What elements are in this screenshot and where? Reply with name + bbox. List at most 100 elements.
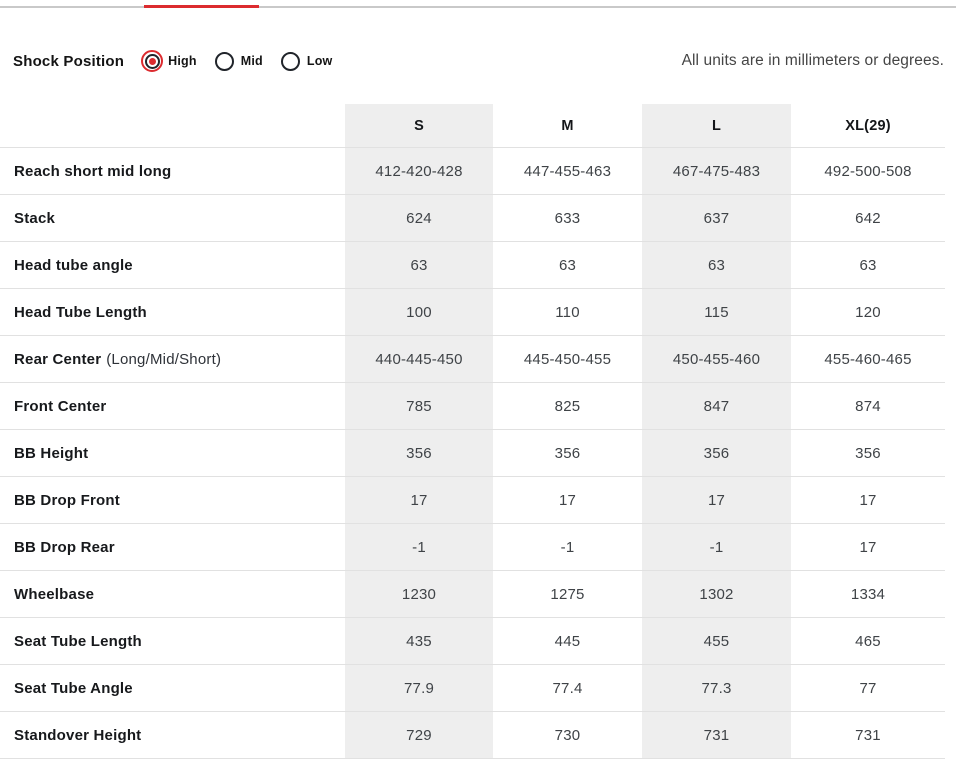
cell-value: 455 [642,618,791,664]
cell-value: 731 [642,712,791,758]
row-label: BB Drop Front [14,491,120,509]
cell-value: 729 [345,712,493,758]
table-header-row: S M L XL(29) [0,104,945,148]
radio-unselected-icon[interactable] [280,50,302,72]
row-label: Stack [14,209,56,227]
cell-value: 455-460-465 [824,350,912,368]
cell-value: 356 [642,430,791,476]
row-label: Head tube angle [14,256,133,274]
column-header-m: M [561,117,574,134]
cell-value: 63 [642,242,791,288]
cell-value: 115 [642,289,791,335]
cell-value: 633 [554,209,581,227]
geometry-table: S M L XL(29) Reach short mid long 412-420-428… [0,104,945,759]
cell-value: 1275 [550,585,585,603]
cell-value: 467-475-483 [642,148,791,194]
row-label: Reach short mid long [14,162,172,180]
cell-value: 63 [859,256,877,274]
table-row: Reach short mid long 412-420-428 447-455-4… [0,148,945,195]
shock-radio-group: High Mid Low [141,50,349,72]
cell-value: 445 [554,632,581,650]
cell-value: 110 [555,303,580,321]
cell-value: 637 [642,195,791,241]
cell-value: 63 [558,256,577,274]
radio-selected-icon[interactable] [141,50,164,72]
cell-value: 785 [345,383,493,429]
column-header-l: L [642,104,791,147]
shock-position-label: Shock Position [13,52,125,70]
row-label: Standover Height [14,726,142,744]
table-row: Head tube angle 63 63 63 63 [0,242,945,289]
units-note: All units are in millimeters or degrees. [681,52,944,69]
cell-value: 17 [859,491,877,509]
cell-value: 730 [554,726,581,744]
cell-value: 465 [855,632,881,650]
active-tab-underline [144,5,259,8]
cell-value: 17 [345,477,493,523]
radio-option-label: Mid [240,54,263,68]
cell-value: 77.3 [642,665,791,711]
shock-position-controls: Shock Position High Mid Low All units are … [13,45,944,77]
table-row: BB Drop Rear -1 -1 -1 17 [0,524,945,571]
cell-value: -1 [345,524,493,570]
cell-value: 77 [859,679,877,697]
cell-value: 17 [859,538,877,556]
cell-value: -1 [642,524,791,570]
row-label: Front Center [14,397,107,415]
cell-value: 492-500-508 [824,162,912,180]
cell-value: 1302 [642,571,791,617]
cell-value: 624 [345,195,493,241]
cell-value: 120 [855,303,881,321]
radio-option-label: High [168,54,197,68]
cell-value: 77.4 [552,679,583,697]
row-label: BB Drop Rear [14,538,115,556]
row-label: Wheelbase [14,585,95,603]
cell-value: 17 [642,477,791,523]
cell-value: 17 [558,491,577,509]
table-row: BB Drop Front 17 17 17 17 [0,477,945,524]
cell-value: 825 [554,397,581,415]
row-label: Rear Center (Long/Mid/Short) [14,350,222,368]
table-row: Standover Height 729 730 731 731 [0,712,945,759]
cell-value: 1334 [850,585,886,603]
cell-value: 1230 [345,571,493,617]
cell-value: 450-455-460 [642,336,791,382]
tab-divider-rule [0,5,956,8]
table-row: Rear Center (Long/Mid/Short) 440-445-450 44… [0,336,945,383]
table-row: Head Tube Length 100 110 115 120 [0,289,945,336]
cell-value: 63 [345,242,493,288]
column-header-s: S [345,104,493,147]
header-corner-cell [0,104,345,147]
table-row: Seat Tube Length 435 445 455 465 [0,618,945,665]
cell-value: 445-450-455 [523,350,612,368]
radio-unselected-icon[interactable] [214,50,236,72]
cell-value: 440-445-450 [345,336,493,382]
cell-value: 356 [554,444,581,462]
row-label: Seat Tube Angle [14,679,133,697]
table-row: Front Center 785 825 847 874 [0,383,945,430]
column-header-xl(29): XL(29) [845,117,891,134]
shock-option-mid[interactable]: Mid [214,50,263,72]
table-row: Seat Tube Angle 77.9 77.4 77.3 77 [0,665,945,712]
table-row: Stack 624 633 637 642 [0,195,945,242]
shock-option-low[interactable]: Low [280,50,333,72]
cell-value: 447-455-463 [523,162,612,180]
cell-value: 874 [855,397,881,415]
cell-value: 847 [642,383,791,429]
cell-value: -1 [560,538,575,556]
row-label: Seat Tube Length [14,632,142,650]
cell-value: 356 [855,444,881,462]
cell-value: 356 [345,430,493,476]
row-label: BB Height [14,444,89,462]
row-label: Head Tube Length [14,303,147,321]
shock-option-high[interactable]: High [141,50,197,72]
cell-value: 642 [855,209,881,227]
table-row: BB Height 356 356 356 356 [0,430,945,477]
radio-option-label: Low [306,54,333,68]
cell-value: 731 [855,726,881,744]
cell-value: 435 [345,618,493,664]
cell-value: 100 [345,289,493,335]
cell-value: 412-420-428 [345,148,493,194]
cell-value: 77.9 [345,665,493,711]
table-row: Wheelbase 1230 1275 1302 1334 [0,571,945,618]
